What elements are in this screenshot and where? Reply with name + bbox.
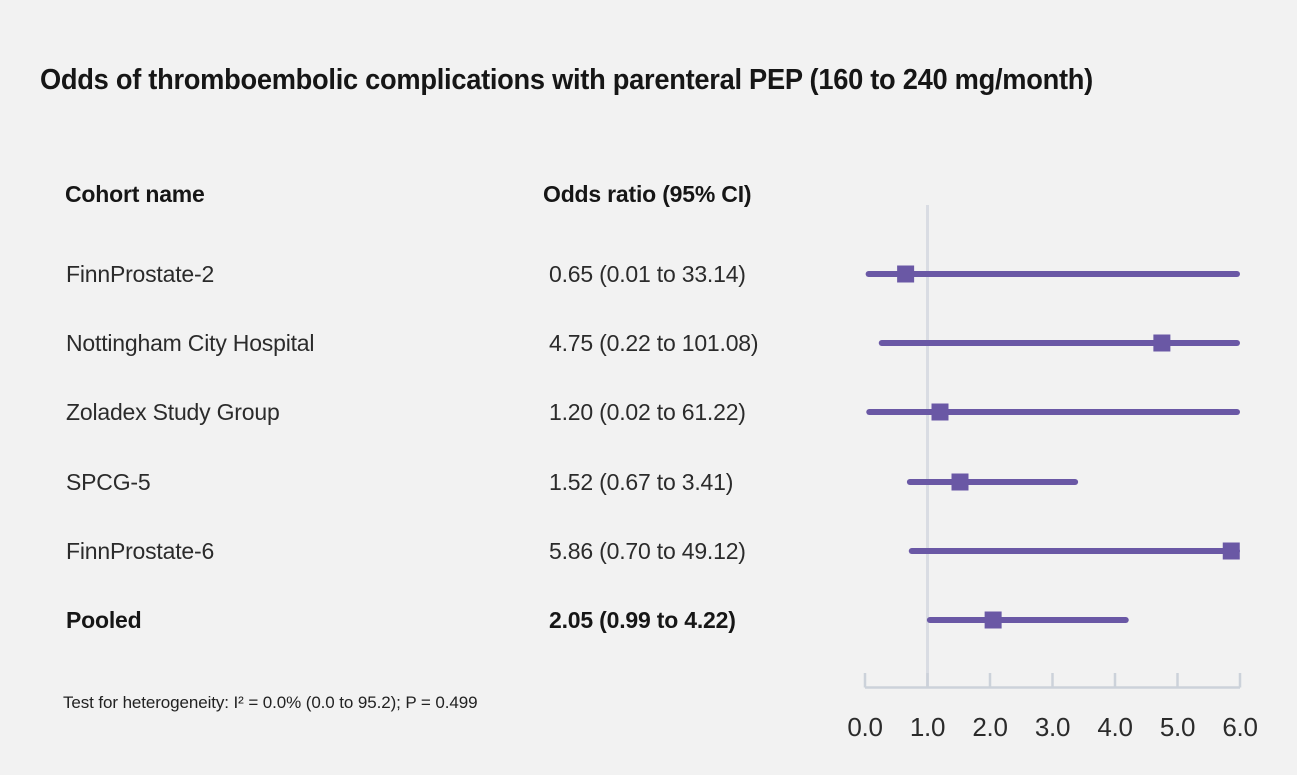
table-row: FinnProstate-2 0.65 (0.01 to 33.14) [0,259,850,289]
x-axis-tick-label: 2.0 [972,712,1007,742]
or-marker-3 [951,473,969,491]
x-axis-tick-label: 0.0 [847,712,882,742]
x-axis-tick-label: 5.0 [1160,712,1195,742]
cohort-name: Nottingham City Hospital [66,330,315,356]
column-header-odds-ratio: Odds ratio (95% CI) [543,181,752,207]
odds-ratio-value: 4.75 (0.22 to 101.08) [549,330,759,356]
table-row-pooled: Pooled 2.05 (0.99 to 4.22) [0,605,850,635]
cohort-name: SPCG-5 [66,469,151,495]
cohort-name: Zoladex Study Group [66,399,280,425]
table-row: Nottingham City Hospital 4.75 (0.22 to 1… [0,328,850,358]
x-axis-tick-label: 6.0 [1222,712,1257,742]
odds-ratio-value: 5.86 (0.70 to 49.12) [549,538,746,564]
table-row: SPCG-5 1.52 (0.67 to 3.41) [0,467,850,497]
or-marker-pooled [984,611,1002,629]
x-axis-tick-label: 3.0 [1035,712,1070,742]
or-marker-1 [1153,334,1171,352]
cohort-name: FinnProstate-2 [66,261,215,287]
odds-ratio-value: 2.05 (0.99 to 4.22) [549,607,736,633]
figure-title: Odds of thromboembolic complications wit… [40,64,1093,96]
heterogeneity-note: Test for heterogeneity: I² = 0.0% (0.0 t… [63,693,478,712]
odds-ratio-value: 1.20 (0.02 to 61.22) [549,399,746,425]
table-row: Zoladex Study Group 1.20 (0.02 to 61.22) [0,397,850,427]
odds-ratio-value: 0.65 (0.01 to 33.14) [549,261,746,287]
or-marker-4 [1222,542,1240,560]
odds-ratio-value: 1.52 (0.67 to 3.41) [549,469,734,495]
cohort-name: Pooled [66,607,142,633]
x-axis-tick-label: 1.0 [910,712,945,742]
table-row: FinnProstate-6 5.86 (0.70 to 49.12) [0,536,850,566]
or-marker-2 [931,403,949,421]
x-axis-tick-label: 4.0 [1097,712,1132,742]
or-marker-0 [897,265,915,283]
cohort-name: FinnProstate-6 [66,538,215,564]
column-header-cohort-name: Cohort name [65,181,205,207]
